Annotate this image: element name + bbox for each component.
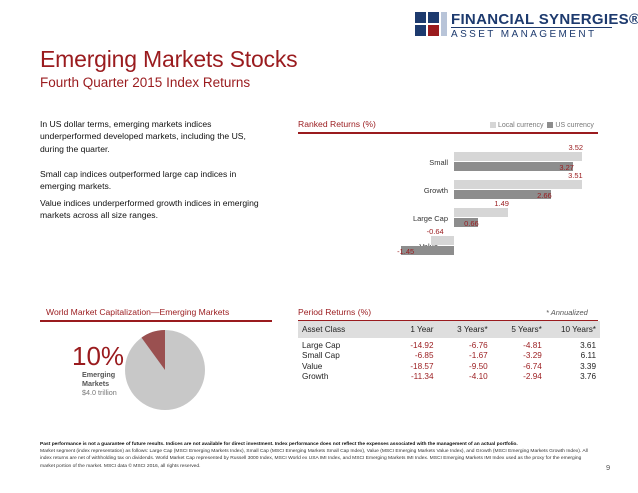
emerging-label-line1: Emerging [82,370,116,379]
bar-us [454,218,479,227]
world-market-title: World Market Capitalization—Emerging Mar… [46,307,230,317]
bar-local [454,180,583,189]
bar-local [454,208,509,217]
period-returns-title: Period Returns (%) [298,307,372,317]
data-label: 0.66 [464,219,479,228]
pie-slice-emerging [141,330,165,370]
bar-us [454,190,552,199]
category-label: Small [429,158,448,167]
intro-paragraph-2: Small cap indices outperformed large cap… [40,169,237,192]
logo-mark-icon [415,12,447,36]
cell-value: -6.76 [469,340,488,350]
bar-local [430,236,454,245]
footer-disclaimer: Past performance is not a guarantee of f… [40,441,590,470]
cell-value: -18.57 [410,361,434,371]
bar-local [454,152,583,161]
bar-us [401,246,454,255]
table-row: Value -18.57 -9.50 -6.74 3.39 [298,361,600,372]
table-row: Growth -11.34 -4.10 -2.94 3.76 [298,372,600,383]
data-label: 2.66 [537,191,552,200]
chart-legend: Local currency US currency [490,122,594,129]
data-label: 1.49 [494,199,509,208]
col-asset-class: Asset Class [298,321,380,338]
emerging-label-line2: Markets [82,379,110,388]
cell-value: -11.34 [410,372,434,382]
company-logo [415,12,447,36]
bar-us [454,162,574,171]
legend-us-swatch [547,122,554,129]
emerging-label: Emerging Markets [82,370,142,388]
logo-subtitle: ASSET MANAGEMENT [451,29,597,40]
data-label: 3.27 [559,163,574,172]
col-1-year: 1 Year [379,321,434,338]
ranked-returns-title: Ranked Returns (%) [298,119,376,129]
page-subtitle: Fourth Quarter 2015 Index Returns [40,75,251,90]
cell-value: -6.85 [414,351,434,361]
cell-value: -2.94 [523,372,542,382]
category-label: Value [419,242,438,251]
cell-value: -6.74 [523,361,542,371]
cell-value: 3.61 [580,340,596,350]
cell-value: -9.50 [469,361,488,371]
cell-value: 3.76 [580,372,596,382]
data-label: 3.51 [568,171,583,180]
cell-value: -3.29 [523,351,542,361]
annualized-note: * Annualized [546,308,588,317]
col-10-years: 10 Years* [541,321,600,338]
data-label: -0.64 [426,227,444,236]
legend-local-label: Local currency [498,122,544,129]
intro-paragraph-1: In US dollar terms, emerging markets ind… [40,119,246,154]
category-label: Large Cap [412,214,448,223]
cell-value: 6.11 [580,351,596,361]
col-5-years: 5 Years* [487,321,542,338]
cell-asset: Value [302,361,323,371]
footer-text: Market segment (index representation) as… [40,449,588,469]
world-market-rule [40,320,272,322]
logo-name: FINANCIAL SYNERGIES® [451,11,638,28]
table-row: Large Cap -14.92 -6.76 -4.81 3.61 [298,340,600,351]
period-returns-table: Asset Class 1 Year 3 Years* 5 Years* 10 … [298,321,600,382]
page-title: Emerging Markets Stocks [40,46,298,72]
market-cap-pie [125,330,205,410]
emerging-share-percent: 10% [72,341,125,371]
page-number: 9 [606,463,611,472]
data-label: -1.45 [397,247,415,256]
period-returns-rule [298,320,598,322]
cell-asset: Small Cap [302,351,340,361]
cell-value: 3.39 [580,361,596,371]
emerging-market-value: $4.0 trillion [82,388,117,397]
cell-value: -14.92 [410,340,434,350]
legend-local-swatch [490,122,496,129]
cell-asset: Large Cap [302,340,341,350]
col-3-years: 3 Years* [433,321,488,338]
cell-value: -4.81 [523,340,542,350]
ranked-returns-rule [298,132,598,134]
table-header-row: Asset Class 1 Year 3 Years* 5 Years* 10 … [298,321,600,338]
cell-value: -1.67 [469,351,488,361]
intro-paragraph-3: Value indices underperformed growth indi… [40,198,259,221]
footer-bold-text: Past performance is not a guarantee of f… [40,442,518,447]
legend-us-label: US currency [555,122,594,129]
data-label: 3.52 [568,143,584,152]
table-row: Small Cap -6.85 -1.67 -3.29 6.11 [298,351,600,362]
category-label: Growth [423,186,448,195]
cell-value: -4.10 [469,372,488,382]
logo-divider [451,27,612,28]
cell-asset: Growth [302,372,329,382]
